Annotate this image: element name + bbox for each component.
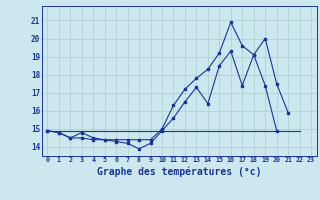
X-axis label: Graphe des températures (°c): Graphe des températures (°c) [97, 166, 261, 177]
